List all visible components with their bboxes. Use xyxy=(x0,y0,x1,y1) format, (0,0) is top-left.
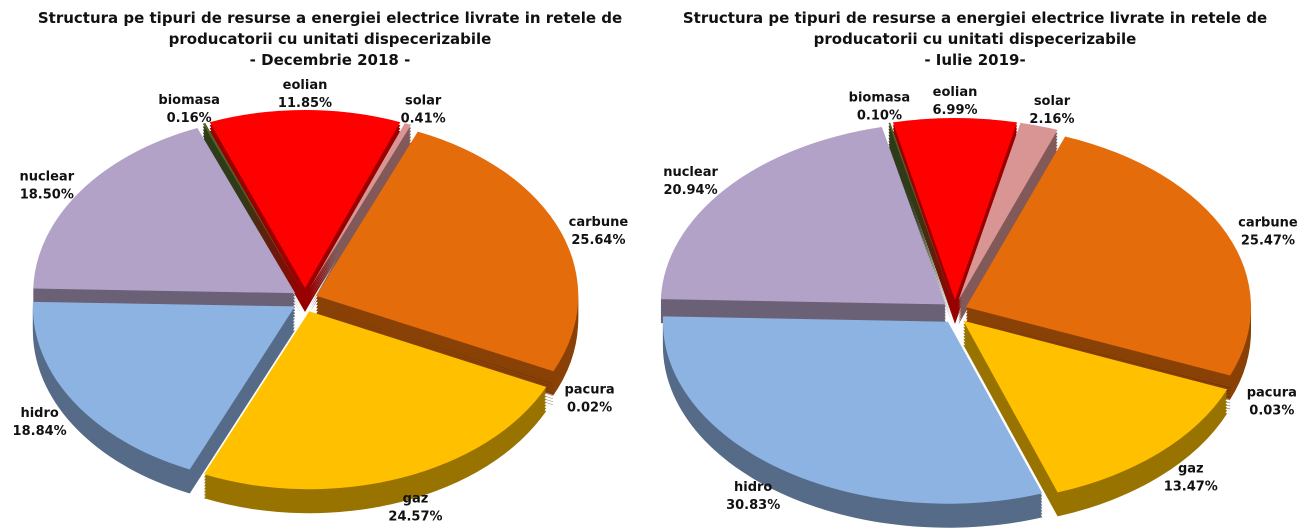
chart-subtitle: - Iulie 2019- xyxy=(924,51,1026,69)
slice-value-label: 13.47% xyxy=(1164,480,1218,495)
chart-title: Structura pe tipuri de resurse a energie… xyxy=(37,9,623,48)
slice-label: solar xyxy=(405,94,442,109)
slice-side xyxy=(315,308,554,384)
chart-title: Structura pe tipuri de resurse a energie… xyxy=(682,9,1268,48)
slice xyxy=(316,131,579,372)
slice-value-label: 0.16% xyxy=(167,111,212,126)
slice-value-label: 25.47% xyxy=(1241,233,1295,248)
slice-label: nuclear xyxy=(19,170,74,185)
slice-side xyxy=(315,311,554,387)
slice-value-label: 30.83% xyxy=(726,498,780,513)
slice-side xyxy=(888,131,953,310)
chart-title-block: Structura pe tipuri de resurse a energie… xyxy=(30,8,630,71)
slice-label: gaz xyxy=(1178,462,1204,477)
slice xyxy=(888,122,953,301)
slice-label: hidro xyxy=(20,406,58,421)
slice-value-label: 6.99% xyxy=(932,103,977,118)
slice-side xyxy=(202,132,301,298)
slice-value-label: 0.41% xyxy=(401,112,446,127)
slice-side xyxy=(888,128,953,307)
slice-side xyxy=(888,134,953,313)
slice-side xyxy=(309,135,412,301)
slice-label: eolian xyxy=(283,78,328,93)
slice-value-label: 24.57% xyxy=(388,509,442,524)
pie xyxy=(32,110,579,514)
chart-subtitle: - Decembrie 2018 - xyxy=(249,51,411,69)
slice-value-label: 2.16% xyxy=(1029,112,1074,127)
slice-side xyxy=(309,138,412,304)
slice-side xyxy=(966,319,1231,389)
slice-side xyxy=(202,126,301,292)
slice-value-label: 0.10% xyxy=(857,108,902,123)
slice-value-label: 11.85% xyxy=(278,96,332,111)
slice-side xyxy=(309,132,412,298)
slice-label: pacura xyxy=(564,382,614,397)
slice-side xyxy=(888,125,953,304)
slice xyxy=(660,127,946,305)
slice-label: biomasa xyxy=(158,93,220,108)
slice-value-label: 18.50% xyxy=(20,188,74,203)
slice-label: gaz xyxy=(403,491,429,506)
slice xyxy=(204,311,547,490)
slice-label: biomasa xyxy=(849,90,911,105)
slice-value-label: 0.03% xyxy=(1249,404,1294,419)
slice-label: carbune xyxy=(569,215,629,230)
slice-label: carbune xyxy=(1238,215,1298,230)
slice-side xyxy=(888,140,953,319)
slice-label: hidro xyxy=(734,480,772,495)
slice xyxy=(315,305,554,381)
slice-label: eolian xyxy=(933,85,978,100)
slice xyxy=(963,320,1228,493)
pie xyxy=(660,118,1251,528)
slice-value-label: 0.02% xyxy=(567,400,612,415)
slice xyxy=(33,128,296,294)
slice-side xyxy=(309,129,412,295)
slice-value-label: 18.84% xyxy=(13,424,67,439)
slice-side xyxy=(309,126,412,292)
slice xyxy=(202,123,301,289)
slice xyxy=(32,301,295,470)
slice xyxy=(662,316,1043,504)
slice-side xyxy=(888,137,953,316)
slice-value-label: 25.64% xyxy=(571,233,625,248)
slice xyxy=(892,118,1018,301)
slice xyxy=(309,123,412,289)
slice-side xyxy=(309,141,412,307)
slice xyxy=(966,316,1231,386)
slice-side xyxy=(202,129,301,295)
slice xyxy=(965,136,1251,376)
slice-label: nuclear xyxy=(663,165,718,180)
slice-side xyxy=(202,135,301,301)
slice xyxy=(209,110,401,289)
slice-label: solar xyxy=(1034,94,1071,109)
slice-side xyxy=(888,143,953,322)
slice xyxy=(958,122,1058,301)
slice-value-label: 20.94% xyxy=(663,183,717,198)
slice-label: pacura xyxy=(1247,386,1297,401)
chart-title-block: Structura pe tipuri de resurse a energie… xyxy=(675,8,1275,71)
